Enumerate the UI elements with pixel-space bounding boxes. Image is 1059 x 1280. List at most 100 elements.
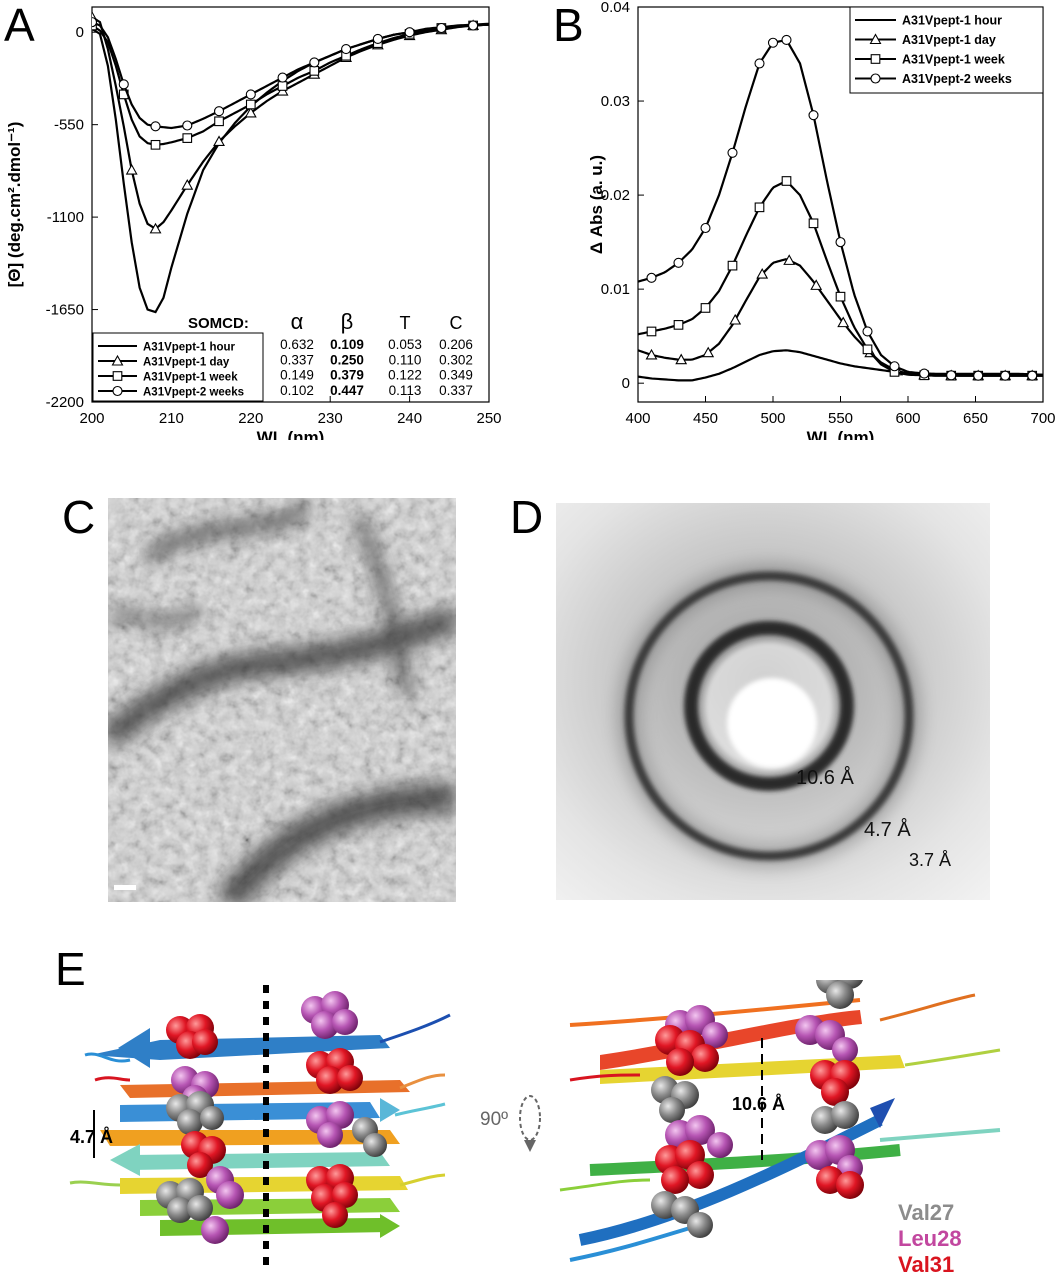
x-tick-label: 200 [79,410,104,427]
somcd-cell: 0.110 [389,352,422,367]
y-tick-label: 0.04 [601,0,630,16]
rotation-icon [519,1095,541,1141]
series-line [638,258,1043,377]
x-tick-label: 250 [476,410,501,427]
y-tick-label: -1100 [47,209,84,226]
x-axis-label: WL (nm) [807,428,875,440]
somcd-column-header: C [450,313,463,333]
somcd-table: SOMCD: α β T C 0.632 0.109 0.053 0.206 0.337 0.250… [188,309,473,398]
spacing-label-right: 10.6 Å [732,1094,785,1114]
data-point [213,106,225,117]
data-point [244,106,257,118]
legend-entry: A31Vpept-2 weeks [902,72,1012,86]
series-line [638,180,1043,377]
data-point [767,37,779,48]
data-point [1027,370,1038,381]
ring-label-3-7: 3.7 Å [909,850,951,870]
scale-bar [114,885,136,890]
legend-entry: A31Vpept-1 hour [143,342,236,354]
legend: A31Vpept-1 hour A31Vpept-1 day A31Vpept-1 … [92,332,264,402]
data-point [646,326,657,337]
series-2 [92,10,489,234]
data-point [277,72,288,83]
data-point [92,17,98,28]
data-point [341,43,352,55]
legend: A31Vpept-1 hour A31Vpept-1 day A31Vpept-1 … [849,6,1044,94]
data-point [404,27,415,38]
somcd-cell: 0.349 [439,368,473,383]
somcd-cell: 0.379 [330,368,364,383]
x-tick-label: 650 [963,410,988,427]
data-point [973,370,984,381]
data-point [245,89,256,100]
series-4 [92,17,489,132]
panel-label-a: A [4,0,35,51]
somcd-title: SOMCD: [188,315,249,332]
data-point [808,110,819,121]
somcd-cell: 0.053 [388,337,422,352]
data-point [673,257,684,268]
y-tick-label: 0.01 [601,281,630,298]
somcd-cell: 0.109 [330,337,364,352]
data-point [182,120,193,131]
panel-label-b: B [553,0,584,51]
legend-marker [870,73,881,84]
series-line [92,16,489,231]
somcd-cell: 0.250 [330,352,364,367]
x-tick-label: 700 [1030,410,1055,427]
legend-marker [869,33,882,45]
rotation-label: 90º [480,1109,508,1130]
somcd-column-header: β [341,309,354,334]
panel-label-c: C [62,491,96,543]
panel-label-d: D [510,491,544,543]
data-point [150,121,161,132]
spacing-label-left: 4.7 Å [70,1127,113,1147]
data-point [729,313,742,325]
y-axis-label: Δ Abs (a. u.) [587,155,606,254]
panel-label-e: E [55,943,86,995]
data-point [214,116,224,127]
somcd-cell: 0.337 [280,352,314,367]
series-4 [638,34,1043,381]
data-point [182,133,193,143]
x-axis-label: WL (nm) [257,428,325,440]
molecular-model: 4.7 Å 90º 10.6 Å Val27 Leu28 Val31 [69,980,1001,1277]
y-axis-label: [Θ] (deg.cm².dmol⁻¹) [5,122,24,288]
ring-label-4-7: 4.7 Å [864,818,911,841]
tem-micrograph [108,498,456,902]
data-point [810,279,823,290]
legend-leu28: Leu28 [898,1226,962,1251]
x-tick-label: 220 [238,410,263,427]
data-point [645,348,658,360]
legend-entry: A31Vpept-2 weeks [143,387,244,399]
x-tick-label: 210 [159,410,184,427]
data-point [149,222,162,234]
somcd-cell: 0.302 [439,352,473,367]
x-tick-label: 400 [625,410,650,427]
somcd-cell: 0.206 [439,337,473,352]
x-tick-label: 450 [693,410,718,427]
somcd-cell: 0.113 [389,383,422,398]
data-point [309,57,320,68]
data-point [700,222,711,234]
y-tick-label: 0.02 [601,187,630,204]
data-point [213,135,225,147]
y-tick-label: -2200 [46,394,84,411]
right-residue-spheres [651,980,864,1238]
data-point [125,163,138,175]
series-1 [92,22,489,314]
data-point [727,260,738,271]
y-tick-label: 0.03 [601,93,630,110]
left-beta-sheet [69,1013,451,1238]
series-2 [638,254,1043,381]
somcd-column-header: T [400,313,411,333]
data-point [372,33,383,44]
xray-diffraction-pattern: 10.6 Å 4.7 Å 3.7 Å [556,503,990,900]
data-point [781,176,792,186]
absorbance-spectrum-chart: 400 450 500 550 600 650 700 0 0.01 0.02 0.03 0.04 WL… [587,0,1056,440]
left-residue-spheres [156,991,387,1244]
data-point [277,81,288,91]
somcd-cell: 0.632 [280,337,314,352]
data-point [919,368,930,379]
data-point [700,303,711,313]
